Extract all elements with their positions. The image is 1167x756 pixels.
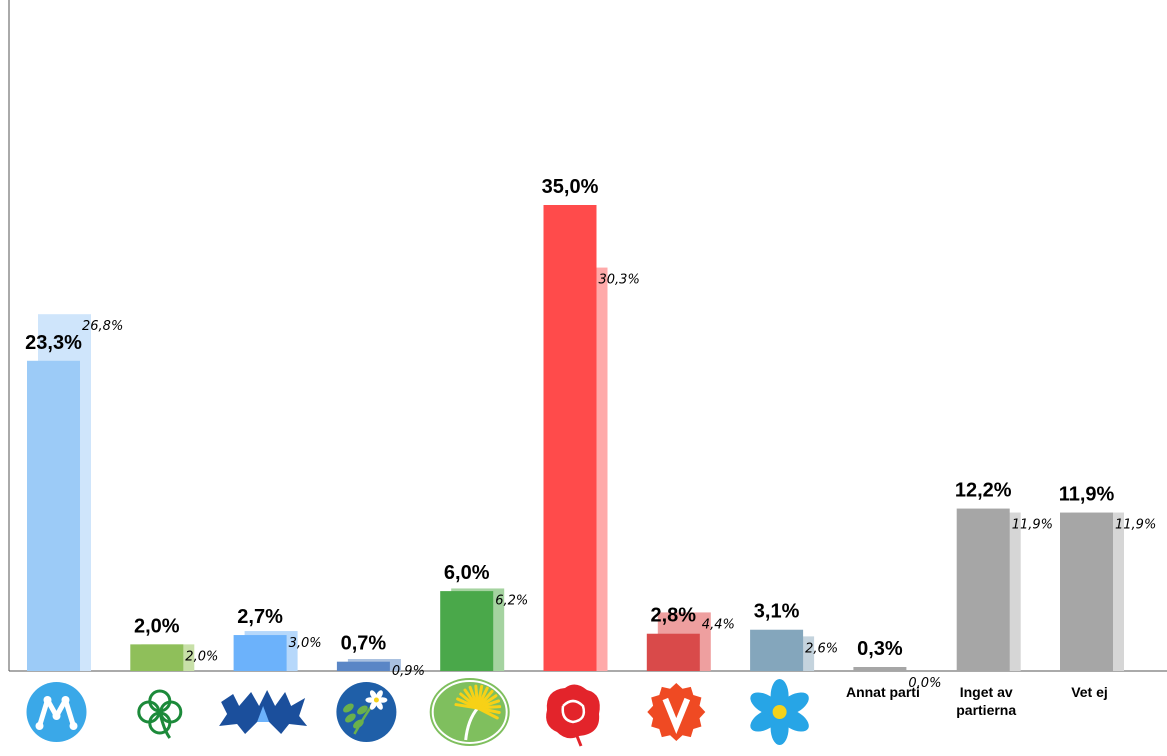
previous-value-label: 30,3% bbox=[599, 273, 640, 288]
current-bar-mp bbox=[440, 591, 494, 671]
current-bar-inget-av-partierna bbox=[956, 508, 1010, 671]
value-labels-group: 23,3%26,8% 2,0% 2,0% 2,7% 3,0% 0,7% 0,9% 6,0% 6,… bbox=[25, 176, 1156, 691]
current-bar-c bbox=[130, 644, 184, 671]
current-bar-v bbox=[646, 633, 700, 671]
previous-value-label: 3,0% bbox=[289, 636, 322, 651]
current-value-label: 35,0% bbox=[542, 176, 599, 198]
miljopartiet-logo-icon bbox=[429, 678, 510, 746]
current-value-label: 2,0% bbox=[134, 615, 180, 637]
previous-value-label: 11,9% bbox=[1012, 518, 1053, 533]
current-bar-annat-parti bbox=[853, 667, 907, 671]
previous-value-label: 4,4% bbox=[702, 617, 735, 632]
category-label: Vet ej bbox=[1071, 684, 1108, 700]
current-value-label: 11,9% bbox=[1059, 484, 1115, 506]
previous-value-label: 2,6% bbox=[805, 641, 838, 656]
previous-value-label: 0,0% bbox=[908, 676, 941, 691]
current-value-label: 3,1% bbox=[754, 601, 800, 623]
vansterpartiet-logo-icon bbox=[647, 683, 706, 741]
current-bar-l bbox=[233, 635, 287, 671]
current-value-label: 2,7% bbox=[237, 606, 283, 628]
category-label: Inget av bbox=[960, 684, 1013, 700]
current-bar-m bbox=[27, 360, 80, 671]
centerpartiet-logo-icon bbox=[137, 689, 183, 739]
previous-value-label: 26,8% bbox=[82, 319, 123, 334]
moderaterna-logo-icon bbox=[26, 682, 87, 742]
kristdemokraterna-logo-icon bbox=[336, 682, 397, 742]
liberalerna-logo-icon bbox=[219, 690, 308, 734]
category-label: partierna bbox=[956, 702, 1016, 718]
current-bars-group bbox=[27, 205, 1113, 671]
previous-value-label: 2,0% bbox=[185, 649, 218, 664]
current-value-label: 12,2% bbox=[955, 480, 1012, 502]
category-labels-group: Annat parti Inget av partierna Vet ej bbox=[26, 678, 1108, 747]
current-value-label: 2,8% bbox=[651, 605, 697, 627]
category-label: Annat parti bbox=[846, 684, 920, 700]
current-value-label: 0,3% bbox=[857, 638, 903, 660]
current-value-label: 6,0% bbox=[444, 562, 490, 584]
previous-value-label: 0,9% bbox=[392, 664, 425, 679]
current-value-label: 0,7% bbox=[341, 633, 387, 655]
current-bar-vet-ej bbox=[1060, 512, 1113, 671]
current-bar-kd bbox=[336, 661, 390, 671]
current-value-label: 23,3% bbox=[25, 332, 82, 354]
current-bar-s bbox=[543, 205, 597, 671]
current-bar-sd bbox=[750, 629, 804, 671]
socialdemokraterna-logo-icon bbox=[546, 684, 600, 747]
previous-value-label: 6,2% bbox=[495, 593, 528, 608]
previous-value-label: 11,9% bbox=[1115, 518, 1156, 533]
sverigedemokraterna-logo-icon bbox=[750, 679, 809, 745]
